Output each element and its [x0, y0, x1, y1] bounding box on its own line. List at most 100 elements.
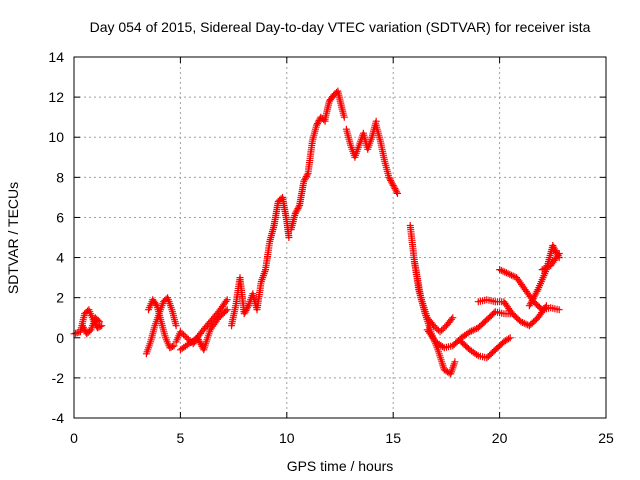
data-point — [222, 307, 230, 315]
data-point — [387, 177, 395, 184]
data-point — [222, 297, 230, 305]
data-point — [448, 315, 455, 323]
data-point — [300, 177, 308, 185]
y-tick-label: -2 — [52, 370, 65, 386]
x-tick-label: 15 — [385, 430, 401, 446]
data-point — [80, 325, 88, 333]
data-point — [388, 178, 395, 186]
data-point — [243, 305, 251, 313]
plot-frame — [73, 56, 607, 419]
data-point — [451, 358, 459, 366]
y-tick-label: 2 — [56, 290, 64, 306]
data-point — [519, 319, 527, 326]
data-point — [431, 323, 439, 331]
data-point — [242, 307, 250, 314]
data-point — [506, 334, 514, 342]
axis-ticks: 0 5 10 15 20 25 -4 -2 0 2 4 6 8 10 12 14 — [48, 49, 614, 446]
data-point — [509, 272, 517, 280]
x-axis-label: GPS time / hours — [287, 458, 394, 474]
x-tick-label: 20 — [492, 430, 508, 446]
data-point — [313, 120, 321, 128]
data-point — [504, 270, 512, 278]
data-point — [301, 176, 309, 184]
series-sdtvar — [70, 87, 563, 378]
data-point — [438, 326, 446, 334]
data-point — [241, 308, 249, 316]
data-point — [555, 250, 563, 257]
x-tick-label: 0 — [70, 430, 78, 446]
y-tick-label: 8 — [56, 169, 64, 185]
data-point — [183, 334, 191, 342]
data-point — [152, 300, 160, 308]
data-point — [497, 266, 505, 274]
data-point — [244, 303, 252, 311]
data-point — [291, 209, 299, 217]
data-point — [223, 306, 231, 314]
data-point — [172, 322, 180, 330]
data-point — [540, 265, 548, 273]
y-tick-label: -4 — [52, 410, 65, 426]
data-point — [436, 328, 444, 336]
data-point — [393, 188, 401, 196]
data-point — [466, 328, 474, 336]
data-point — [394, 189, 401, 197]
data-point — [501, 268, 509, 276]
data-point — [79, 323, 87, 331]
data-point — [98, 322, 106, 330]
data-point — [390, 183, 398, 191]
data-point — [506, 270, 514, 278]
data-point — [79, 322, 86, 330]
data-point — [468, 327, 475, 335]
data-point — [96, 322, 104, 330]
data-point — [496, 266, 504, 274]
data-point — [517, 318, 525, 326]
x-tick-label: 25 — [598, 430, 614, 446]
data-point — [170, 342, 178, 350]
data-point — [543, 263, 551, 271]
data-point — [473, 351, 481, 359]
data-point — [520, 319, 528, 327]
y-tick-label: 6 — [56, 209, 64, 225]
data-point — [430, 322, 438, 330]
data-point — [292, 208, 300, 216]
data-point — [94, 316, 102, 324]
data-point — [433, 325, 441, 333]
y-tick-label: 10 — [48, 129, 64, 145]
data-point — [389, 181, 397, 189]
chart-title: Day 054 of 2015, Sidereal Day-to-day VTE… — [90, 19, 591, 35]
data-point — [96, 318, 103, 326]
data-point — [293, 206, 301, 214]
data-point — [499, 267, 507, 275]
data-point — [469, 326, 477, 334]
data-point — [508, 271, 515, 279]
data-point — [302, 173, 310, 180]
y-tick-label: 0 — [56, 330, 64, 346]
data-series — [70, 87, 563, 378]
data-point — [439, 343, 447, 351]
data-point — [449, 314, 457, 322]
y-tick-label: 14 — [48, 49, 64, 65]
data-point — [180, 331, 188, 339]
data-point — [314, 118, 322, 126]
y-axis-label: SDTVAR / TECUs — [5, 182, 21, 294]
data-point — [391, 185, 399, 193]
data-point — [505, 335, 513, 343]
data-point — [303, 171, 311, 179]
data-point — [340, 113, 348, 121]
data-point — [502, 269, 510, 277]
x-tick-label: 5 — [177, 430, 185, 446]
y-tick-label: 12 — [48, 89, 64, 105]
data-point — [313, 121, 321, 129]
data-point — [386, 175, 394, 183]
data-point — [294, 205, 302, 213]
y-tick-label: 4 — [56, 250, 64, 266]
x-tick-label: 10 — [279, 430, 295, 446]
data-point — [439, 325, 447, 333]
data-point — [178, 329, 186, 337]
data-point — [392, 186, 400, 194]
data-point — [176, 328, 184, 336]
data-point — [240, 310, 248, 318]
data-point — [181, 332, 189, 340]
data-point — [555, 306, 563, 314]
